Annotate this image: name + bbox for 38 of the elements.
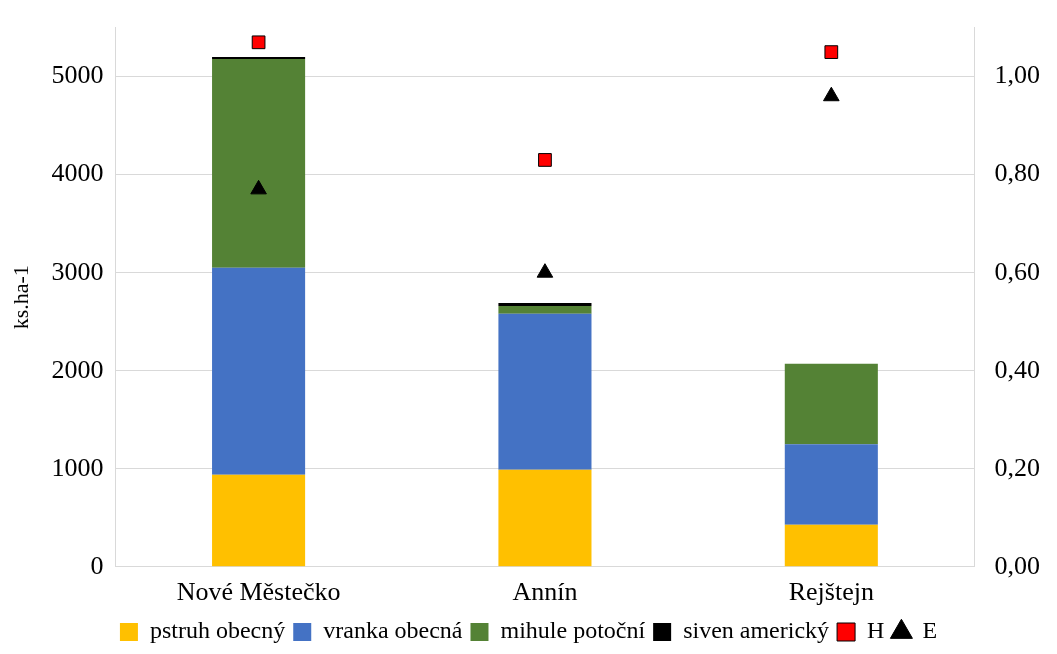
y2-tick-label: 1,00 [994, 60, 1040, 90]
point [251, 35, 266, 50]
point [824, 45, 839, 59]
legend-label: mihule potoční [500, 617, 646, 644]
bar [498, 303, 592, 307]
y-tick-label: 0 [90, 550, 104, 580]
y2-tick-label: 0,20 [994, 452, 1040, 482]
bar [784, 444, 878, 525]
y2-tick-label: 0,60 [994, 256, 1040, 286]
point [536, 263, 554, 278]
y-tick-label: 2000 [51, 354, 104, 384]
legend-label: vranka obecná [323, 617, 463, 644]
y2-tick-label: 0,00 [994, 550, 1040, 580]
bar [498, 313, 592, 470]
x-tick-label: Annín [512, 577, 578, 607]
bar [212, 267, 306, 475]
y-tick-label: 3000 [51, 256, 104, 286]
y-tick-label: 5000 [51, 60, 104, 90]
legend-label: H [867, 617, 885, 644]
bar [498, 306, 592, 314]
legend-label: E [922, 617, 938, 644]
point [250, 179, 267, 195]
legend-label: siven americký [683, 617, 830, 644]
point [538, 153, 552, 167]
y2-tick-label: 0,80 [994, 158, 1040, 188]
x-tick-label: Nové Městečko [176, 577, 341, 607]
bar [784, 524, 878, 567]
point [823, 86, 840, 102]
bar [498, 469, 592, 567]
y-tick-label: 4000 [51, 158, 104, 188]
y-axis-title: ks.ha-1 [7, 265, 33, 330]
bar [784, 363, 878, 445]
x-tick-label: Rejštejn [788, 577, 874, 607]
y2-tick-label: 0,40 [994, 354, 1040, 384]
bar [212, 474, 306, 567]
bar [212, 58, 306, 268]
legend-label: pstruh obecný [149, 617, 286, 644]
y-tick-label: 1000 [51, 452, 104, 482]
